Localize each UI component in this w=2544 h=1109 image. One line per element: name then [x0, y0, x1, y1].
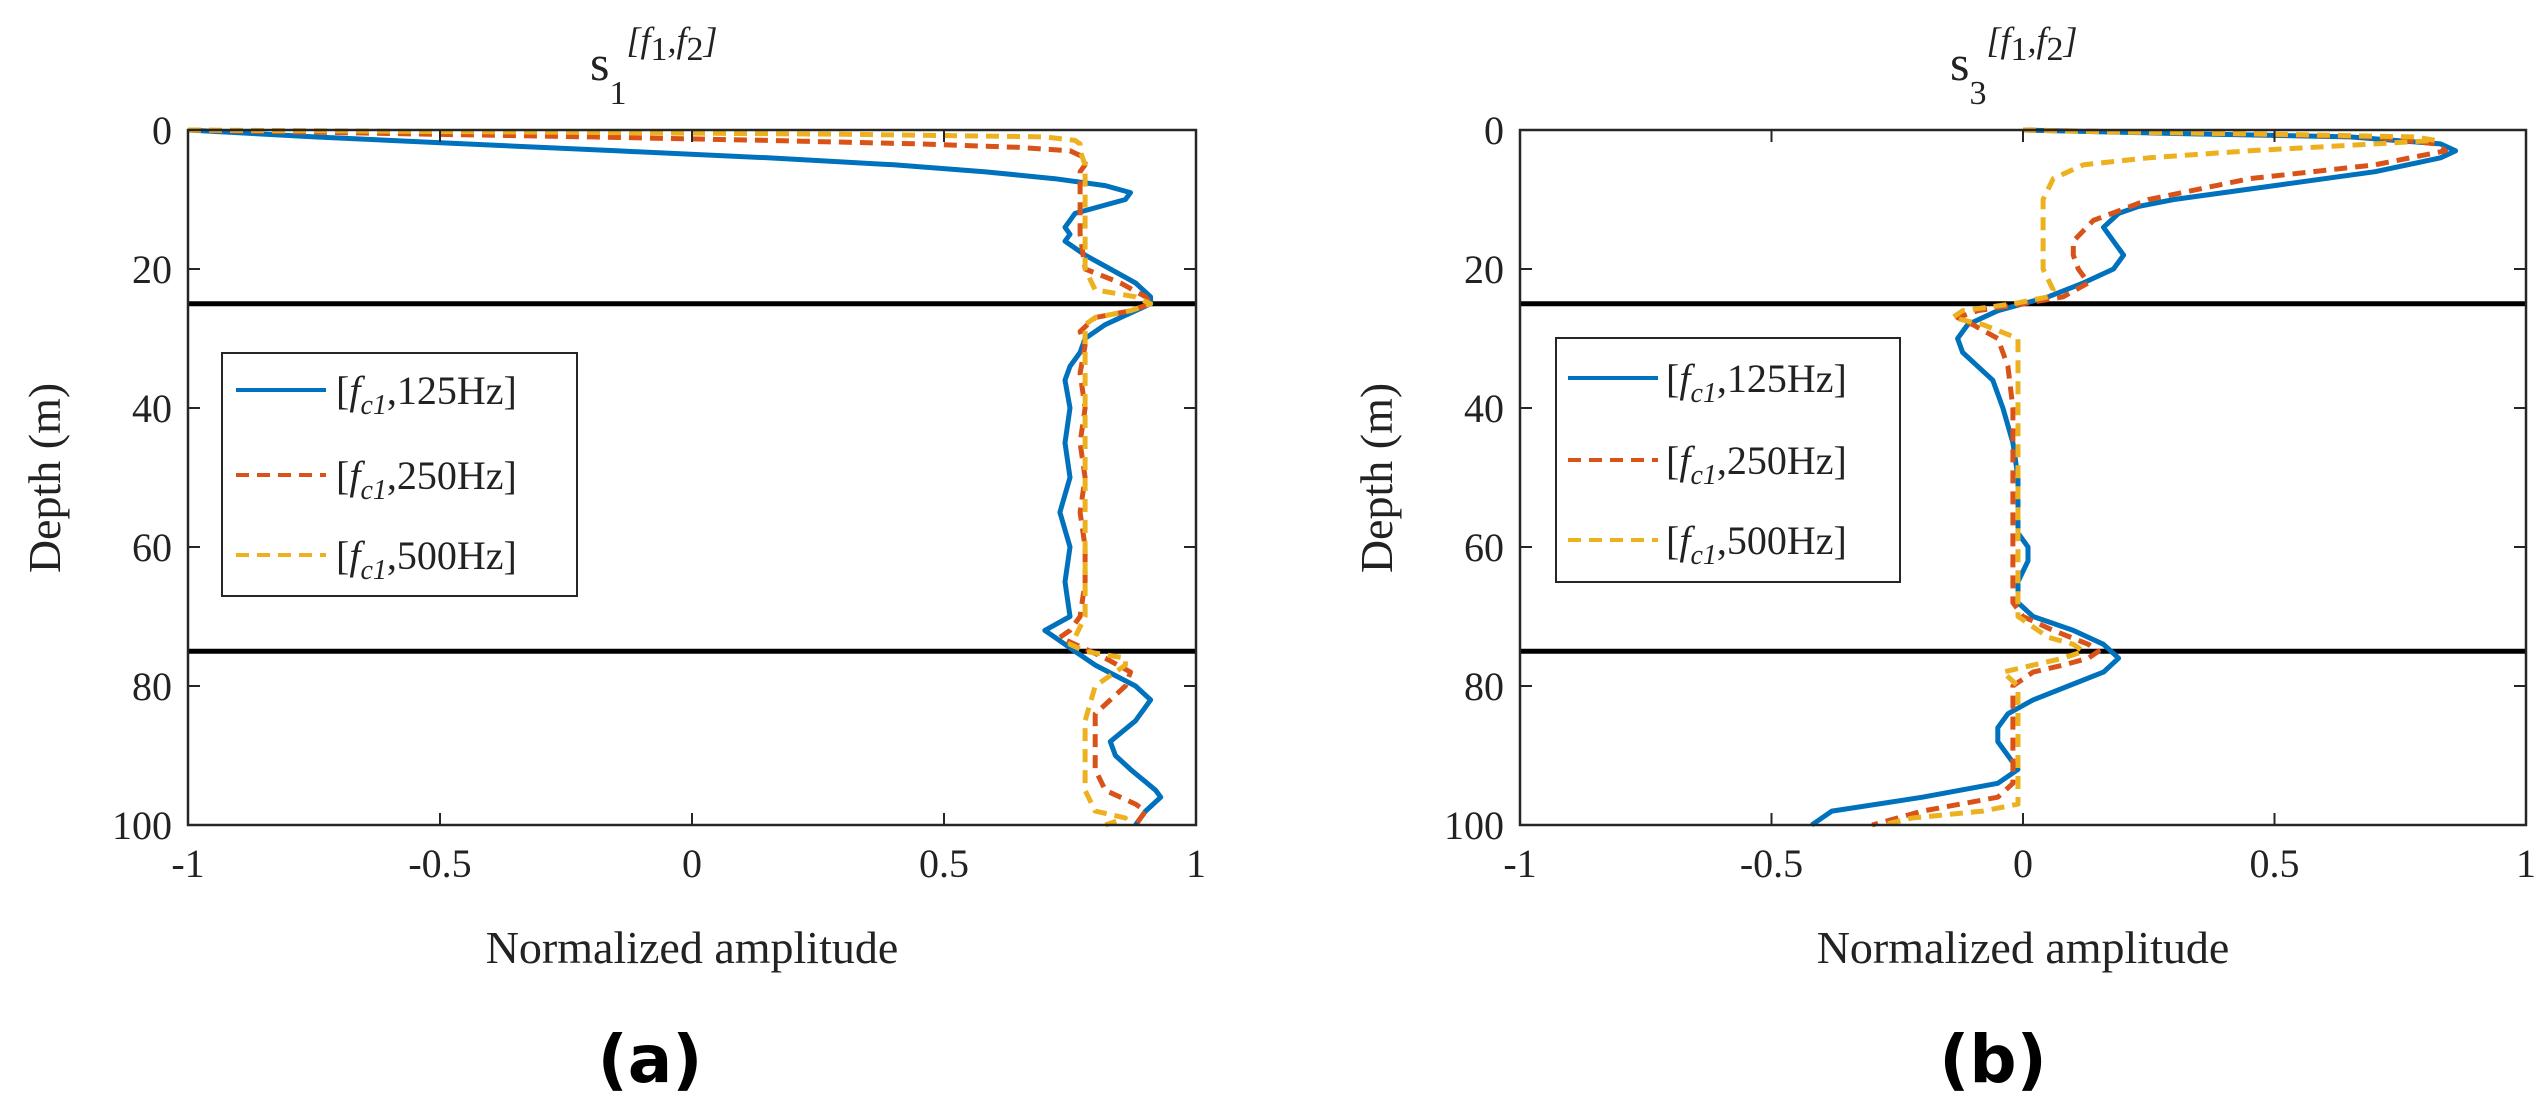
panel-b-y-tick-label: 0: [1484, 108, 1504, 153]
panel-b: -1 -0.5 0 0.5 1 0 20 40 60 80 100 s3[f1,f2] Normal…: [1351, 20, 2536, 1098]
panel-b-legend-label-250hz: [fc1,250Hz]: [1666, 438, 1847, 491]
panel-b-y-tick-label: 100: [1444, 803, 1504, 848]
panel-a-y-axis-label: Depth (m): [19, 383, 70, 573]
panel-b-y-axis-label: Depth (m): [1351, 383, 1402, 573]
panel-b-x-tick-label: -1: [1503, 841, 1536, 886]
panel-a-x-tick-label: 0: [682, 841, 702, 886]
panel-a-x-tick-label: 1: [1186, 841, 1206, 886]
panel-a-x-tick-label: -1: [171, 841, 204, 886]
panel-a-x-tick-label: 0.5: [919, 841, 969, 886]
panel-b-x-tick-label: 0.5: [2250, 841, 2300, 886]
panel-a-series-125hz: [187, 127, 1164, 827]
panel-a-x-axis-label: Normalized amplitude: [486, 922, 899, 973]
panel-b-y-tick-label: 60: [1464, 525, 1504, 570]
panel-a-y-tick-label: 0: [152, 108, 172, 153]
panel-a-y-tick-label: 20: [132, 247, 172, 292]
panel-a-label: (a): [598, 1021, 703, 1098]
panel-a-y-tick-label: 80: [132, 664, 172, 709]
panel-b-x-tick-label: -0.5: [1740, 841, 1803, 886]
panel-b-x-axis-label: Normalized amplitude: [1817, 922, 2230, 973]
panel-b-series-250hz: [1871, 127, 2448, 828]
panel-a-title: s1[f1,f2]: [590, 20, 718, 112]
panel-b-x-tick-label: 1: [2516, 841, 2536, 886]
panel-b-legend: [fc1,125Hz] [fc1,250Hz] [fc1,500Hz]: [1555, 337, 1901, 583]
panel-b-title: s3[f1,f2]: [1950, 20, 2078, 112]
panel-a-legend-label-125hz: [fc1,125Hz]: [336, 368, 517, 421]
panel-a-series-250hz: [187, 127, 1154, 827]
panel-b-legend-label-500hz: [fc1,500Hz]: [1666, 518, 1847, 571]
panel-a-x-tick-label: -0.5: [408, 841, 471, 886]
panel-a-y-tick-label: 60: [132, 525, 172, 570]
panel-b-x-tick-label: 0: [2013, 841, 2033, 886]
panel-b-series-125hz: [1810, 127, 2459, 828]
panel-a-y-tick-label: 40: [132, 386, 172, 431]
panel-a: -1 -0.5 0 0.5 1 0 20 40 60 80 100 s1[f1,f2] Normal…: [19, 20, 1206, 1098]
panel-b-y-tick-label: 20: [1464, 247, 1504, 292]
panel-b-label: (b): [1939, 1021, 2047, 1098]
panel-b-y-tick-label: 80: [1464, 664, 1504, 709]
panel-b-y-tick-label: 40: [1464, 386, 1504, 431]
panel-a-series-500hz: [187, 127, 1154, 828]
panel-b-series-500hz: [1881, 127, 2438, 828]
panel-a-legend: [fc1,125Hz] [fc1,250Hz] [fc1,500Hz]: [221, 352, 578, 597]
panel-a-y-tick-label: 100: [112, 803, 172, 848]
panel-a-legend-label-500hz: [fc1,500Hz]: [336, 533, 517, 586]
